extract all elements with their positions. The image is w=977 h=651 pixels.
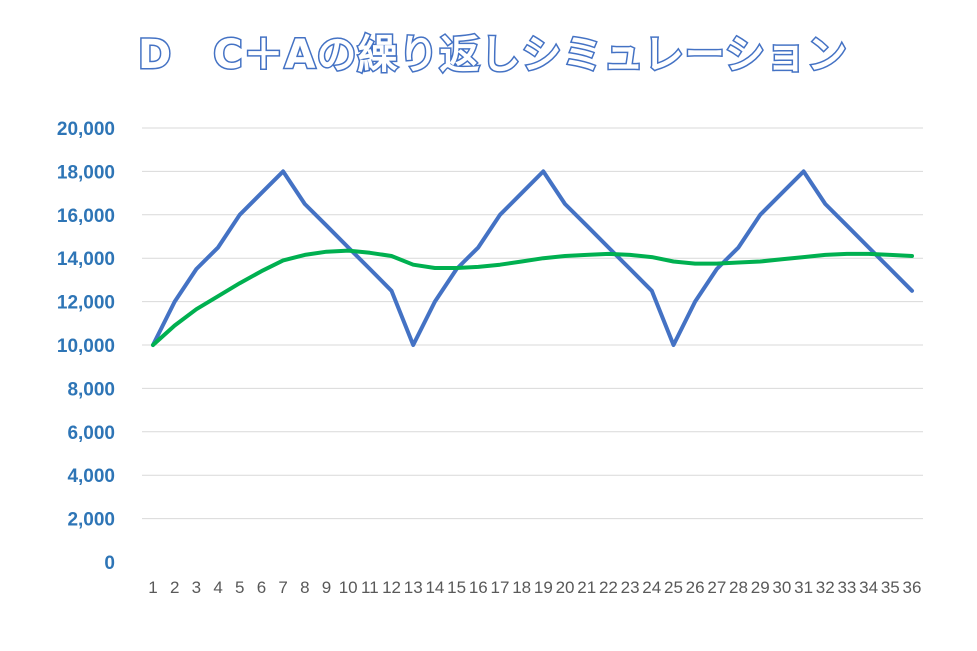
x-tick-label: 6 (257, 578, 266, 597)
x-tick-label: 12 (382, 578, 401, 597)
y-tick-label: 2,000 (67, 510, 115, 531)
y-tick-label: 12,000 (57, 293, 115, 314)
series-lines (151, 169, 914, 347)
y-tick-label: 20,000 (57, 119, 115, 140)
y-axis-ticks: 0 2,000 4,000 6,000 8,000 10,000 12,000 14,000 1… (57, 119, 115, 574)
x-tick-label: 7 (278, 578, 287, 597)
y-tick-label: 0 (104, 553, 115, 574)
y-tick-label: 10,000 (57, 336, 115, 357)
x-tick-label: 34 (859, 578, 878, 597)
y-tick-label: 16,000 (57, 206, 115, 227)
x-tick-label: 30 (772, 578, 791, 597)
x-tick-label: 13 (404, 578, 423, 597)
x-tick-label: 18 (512, 578, 531, 597)
series-line-2 (151, 248, 914, 347)
x-tick-label: 23 (621, 578, 640, 597)
x-tick-label: 35 (881, 578, 900, 597)
x-tick-label: 14 (425, 578, 444, 597)
y-tick-label: 18,000 (57, 162, 115, 183)
x-tick-label: 15 (447, 578, 466, 597)
x-tick-label: 26 (686, 578, 705, 597)
y-tick-label: 14,000 (57, 249, 115, 270)
x-tick-label: 32 (816, 578, 835, 597)
x-tick-label: 2 (170, 578, 179, 597)
x-tick-label: 31 (794, 578, 813, 597)
x-tick-label: 17 (491, 578, 510, 597)
x-axis-ticks: 1 2 3 4 5 6 7 8 9 10 11 12 13 14 15 16 17 18 19 20 21 22 23 24 2… (148, 578, 921, 597)
x-tick-label: 22 (599, 578, 618, 597)
x-tick-label: 27 (707, 578, 726, 597)
y-tick-label: 6,000 (67, 423, 115, 444)
x-tick-label: 4 (213, 578, 222, 597)
gridlines (142, 127, 923, 520)
x-tick-label: 16 (469, 578, 488, 597)
x-tick-label: 5 (235, 578, 244, 597)
x-tick-label: 24 (642, 578, 661, 597)
x-tick-label: 25 (664, 578, 683, 597)
x-tick-label: 33 (837, 578, 856, 597)
y-tick-label: 8,000 (67, 379, 115, 400)
chart-title: D C＋Aの繰り返しシミュレーション (138, 32, 848, 78)
x-tick-label: 28 (729, 578, 748, 597)
x-tick-label: 11 (361, 578, 379, 597)
x-tick-label: 8 (300, 578, 309, 597)
series-line-1 (151, 169, 914, 347)
x-tick-label: 1 (148, 578, 157, 597)
x-tick-label: 20 (556, 578, 575, 597)
x-tick-label: 21 (577, 578, 596, 597)
x-tick-label: 10 (339, 578, 358, 597)
x-tick-label: 29 (751, 578, 770, 597)
x-tick-label: 3 (192, 578, 201, 597)
x-tick-label: 9 (322, 578, 331, 597)
y-tick-label: 4,000 (67, 466, 115, 487)
x-tick-label: 19 (534, 578, 553, 597)
x-tick-label: 36 (903, 578, 922, 597)
